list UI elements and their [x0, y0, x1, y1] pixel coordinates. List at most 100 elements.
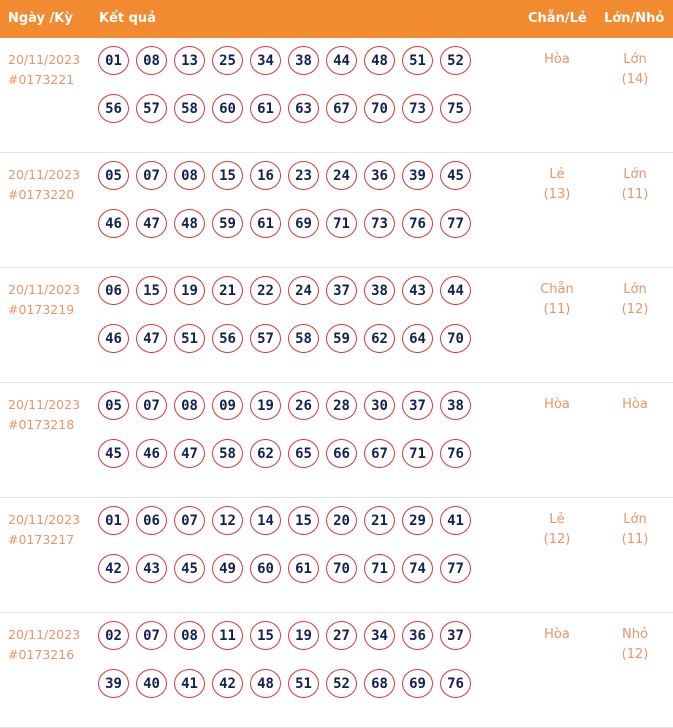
number-ball: 61	[288, 554, 319, 583]
number-ball: 76	[402, 209, 433, 238]
number-ball: 48	[174, 209, 205, 238]
number-ball: 08	[136, 46, 167, 75]
number-ball: 16	[250, 161, 281, 190]
draw-id[interactable]: #0173220	[8, 187, 75, 202]
number-ball: 37	[326, 276, 357, 305]
number-ball: 21	[364, 506, 395, 535]
big-small-result: Lớn (14)	[600, 50, 670, 90]
draw-info: 20/11/2023 #0173219	[8, 280, 80, 320]
number-ball: 67	[364, 439, 395, 468]
number-ball: 70	[364, 94, 395, 123]
number-ball: 23	[288, 161, 319, 190]
odd-even-count: (11)	[543, 302, 571, 317]
number-ball: 60	[250, 554, 281, 583]
number-ball: 25	[212, 46, 243, 75]
number-ball: 24	[288, 276, 319, 305]
number-ball: 56	[212, 324, 243, 353]
number-ball: 51	[174, 324, 205, 353]
number-ball: 45	[174, 554, 205, 583]
number-ball: 65	[288, 439, 319, 468]
draw-id[interactable]: #0173221	[8, 72, 75, 87]
number-ball: 46	[98, 209, 129, 238]
number-ball: 24	[326, 161, 357, 190]
result-numbers: 06 15 19 21 22 24 37 38 43 44 46 47 51 56 57 58 59 62 64 70	[98, 276, 488, 353]
big-small-count: (12)	[621, 302, 649, 317]
big-small-count: (11)	[621, 187, 649, 202]
number-ball: 15	[250, 621, 281, 650]
table-header: Ngày /Kỳ Kết quả Chẵn/Lẻ Lớn/Nhỏ	[0, 0, 673, 38]
big-small-count: (12)	[621, 647, 649, 662]
odd-even-result: Hòa	[522, 625, 592, 645]
big-small-label: Lớn	[623, 512, 647, 527]
number-ball: 57	[250, 324, 281, 353]
number-ball: 71	[364, 554, 395, 583]
number-ball: 59	[326, 324, 357, 353]
number-ball: 45	[440, 161, 471, 190]
number-ball: 05	[98, 391, 129, 420]
number-ball: 67	[326, 94, 357, 123]
number-ball: 38	[440, 391, 471, 420]
number-ball: 29	[402, 506, 433, 535]
number-ball: 28	[326, 391, 357, 420]
number-ball: 68	[364, 669, 395, 698]
header-big-small: Lớn/Nhỏ	[604, 11, 665, 26]
big-small-label: Lớn	[623, 167, 647, 182]
number-ball: 15	[212, 161, 243, 190]
odd-even-result: Hòa	[522, 395, 592, 415]
number-ball: 37	[440, 621, 471, 650]
number-ball: 76	[440, 439, 471, 468]
draw-date: 20/11/2023	[8, 397, 81, 412]
big-small-label: Lớn	[623, 52, 647, 67]
number-ball: 44	[440, 276, 471, 305]
number-ball: 70	[326, 554, 357, 583]
draw-info: 20/11/2023 #0173217	[8, 510, 80, 550]
big-small-label: Nhỏ	[622, 627, 648, 642]
number-ball: 74	[402, 554, 433, 583]
big-small-label: Hòa	[622, 397, 648, 412]
number-ball: 64	[402, 324, 433, 353]
number-ball: 61	[250, 94, 281, 123]
header-date: Ngày /Kỳ	[8, 11, 73, 26]
number-ball: 08	[174, 621, 205, 650]
number-ball: 07	[136, 391, 167, 420]
number-ball: 60	[212, 94, 243, 123]
number-ball: 19	[250, 391, 281, 420]
draw-id[interactable]: #0173217	[8, 532, 75, 547]
number-ball: 49	[212, 554, 243, 583]
number-ball: 43	[136, 554, 167, 583]
number-ball: 34	[250, 46, 281, 75]
number-ball: 13	[174, 46, 205, 75]
odd-even-result: Chẵn (11)	[522, 280, 592, 320]
number-ball: 51	[402, 46, 433, 75]
number-ball: 73	[402, 94, 433, 123]
number-ball: 43	[402, 276, 433, 305]
odd-even-label: Lẻ	[549, 167, 565, 182]
number-ball: 58	[212, 439, 243, 468]
table-row: 20/11/2023 #0173220 05 07 08 15 16 23 24 36 39 45…	[0, 153, 673, 268]
number-ball: 47	[136, 209, 167, 238]
number-ball: 08	[174, 391, 205, 420]
draw-date: 20/11/2023	[8, 167, 81, 182]
number-ball: 05	[98, 161, 129, 190]
number-ball: 42	[212, 669, 243, 698]
draw-id[interactable]: #0173218	[8, 417, 75, 432]
draw-id[interactable]: #0173216	[8, 647, 75, 662]
number-ball: 45	[98, 439, 129, 468]
odd-even-count: (13)	[543, 187, 571, 202]
draw-id[interactable]: #0173219	[8, 302, 75, 317]
number-ball: 66	[326, 439, 357, 468]
big-small-result: Hòa	[600, 395, 670, 415]
number-ball: 15	[288, 506, 319, 535]
number-ball: 58	[174, 94, 205, 123]
number-ball: 44	[326, 46, 357, 75]
number-ball: 39	[98, 669, 129, 698]
number-ball: 57	[136, 94, 167, 123]
big-small-count: (11)	[621, 532, 649, 547]
big-small-result: Nhỏ (12)	[600, 625, 670, 665]
big-small-result: Lớn (11)	[600, 165, 670, 205]
number-ball: 30	[364, 391, 395, 420]
number-ball: 63	[288, 94, 319, 123]
table-row: 20/11/2023 #0173219 06 15 19 21 22 24 37 38 43 44…	[0, 268, 673, 383]
number-ball: 41	[440, 506, 471, 535]
draw-info: 20/11/2023 #0173218	[8, 395, 80, 435]
